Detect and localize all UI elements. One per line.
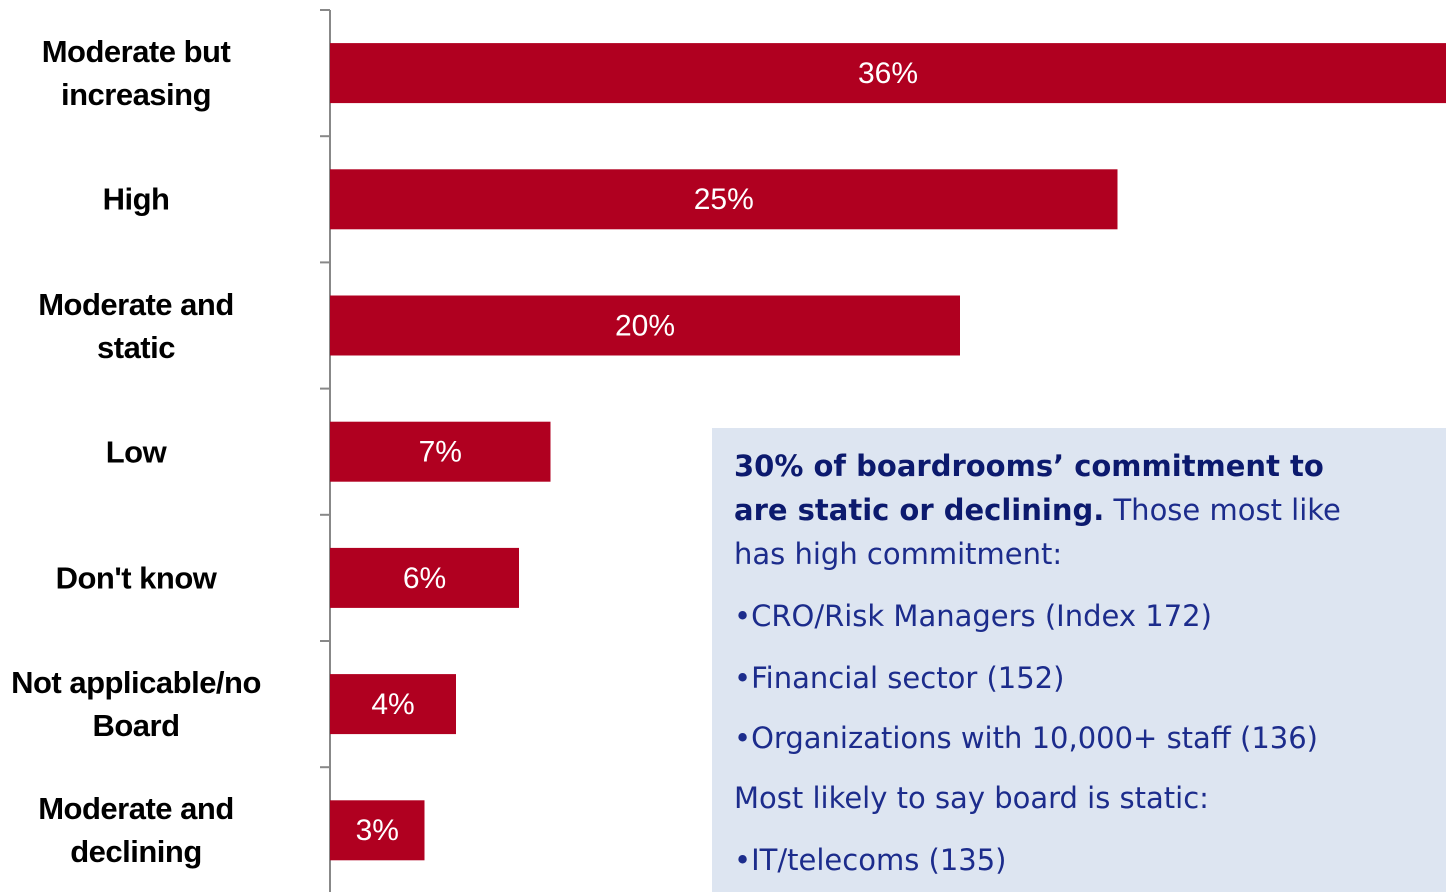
callout-text: •IT/telecoms (135): [734, 843, 1007, 877]
callout-text: •Organizations with 10,000+ staff (136): [734, 721, 1318, 755]
category-label: Moderate and declining: [38, 791, 234, 870]
bar: [330, 169, 1118, 230]
data-label: 6%: [403, 562, 446, 595]
callout-text: •Financial sector (152): [734, 661, 1065, 695]
callout: 30% of boardrooms’ commitment to are stat…: [712, 428, 1446, 892]
callout-line: 30% of boardrooms’ commitment to: [734, 449, 1324, 483]
bar: [330, 421, 551, 482]
category-label: Low: [105, 434, 167, 470]
callout-line: •IT/telecoms (135): [734, 843, 1007, 877]
bar: [330, 295, 960, 356]
callout-line: •Organizations with 10,000+ staff (136): [734, 721, 1318, 755]
bar: [330, 547, 519, 608]
data-label: 3%: [356, 814, 399, 847]
callout-line: has high commitment:: [734, 537, 1062, 571]
callout-text: are static or declining.: [734, 493, 1105, 527]
callout-text: has high commitment:: [734, 537, 1063, 571]
callout-text: Most likely to say board is static:: [734, 781, 1209, 815]
data-label: 25%: [694, 183, 754, 216]
bar: [330, 800, 425, 861]
category-label: Not applicable/no Board: [11, 665, 261, 744]
callout-line: are static or declining. Those most like: [734, 493, 1341, 527]
category-label: Moderate but increasing: [41, 34, 231, 113]
callout-text: 30% of boardrooms’ commitment to: [734, 449, 1324, 483]
data-label: 36%: [858, 57, 918, 90]
callout-line: •Financial sector (152): [734, 661, 1064, 695]
bar: [330, 43, 1446, 104]
data-label: 20%: [615, 309, 675, 342]
callout-line: •CRO/Risk Managers (Index 172): [734, 599, 1212, 633]
category-label: Don't know: [55, 560, 217, 596]
category-label: High: [102, 181, 170, 217]
callout-text: Those most like: [1104, 493, 1341, 527]
category-label: Moderate and static: [38, 286, 234, 365]
callout-line: Most likely to say board is static:: [734, 781, 1209, 815]
data-label: 7%: [419, 436, 462, 469]
data-label: 4%: [371, 688, 414, 721]
callout-text: •CRO/Risk Managers (Index 172): [734, 599, 1212, 633]
bar: [330, 674, 456, 735]
